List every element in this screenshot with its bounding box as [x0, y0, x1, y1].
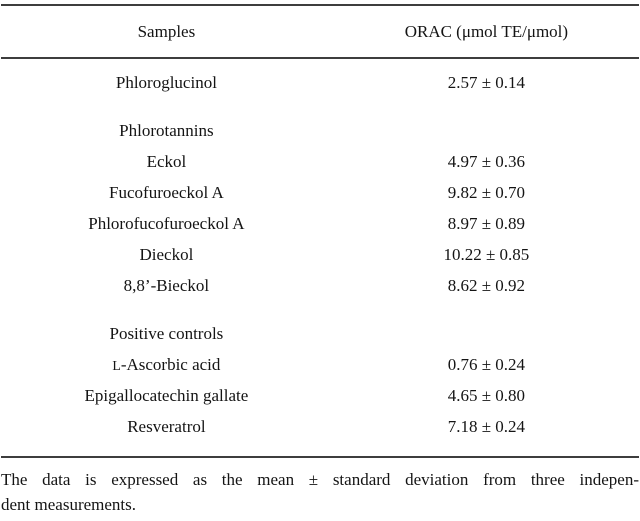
- bottom-rule: [1, 456, 639, 458]
- sample-name: Dieckol: [139, 244, 194, 264]
- table-header-row: Samples ORAC (μmol TE/μmol): [0, 6, 640, 57]
- orac-value: 0.76 ± 0.24: [447, 354, 526, 374]
- footnote-line-2: dent measurements.: [1, 495, 137, 514]
- table-row: L-Ascorbic acid 0.76 ± 0.24: [0, 349, 640, 380]
- table-row: Phlorofucofuroeckol A 8.97 ± 0.89: [0, 208, 640, 239]
- footnote-line-1: The data is expressed as the mean ± stan…: [1, 470, 639, 489]
- orac-value: 7.18 ± 0.24: [447, 416, 526, 436]
- footnote: The data is expressed as the mean ± stan…: [0, 458, 640, 517]
- sample-name: L-Ascorbic acid: [112, 354, 221, 374]
- group-header-row: Positive controls: [0, 318, 640, 349]
- sample-name: Fucofuroeckol A: [109, 182, 224, 202]
- orac-value: 2.57 ± 0.14: [447, 72, 526, 92]
- group-header-row: Phlorotannins: [0, 115, 640, 146]
- table-row: Resveratrol 7.18 ± 0.24: [0, 411, 640, 442]
- table-row: Phloroglucinol 2.57 ± 0.14: [0, 67, 640, 98]
- sample-name: Resveratrol: [127, 416, 206, 436]
- table-row: Dieckol 10.22 ± 0.85: [0, 239, 640, 270]
- group-header-label: Positive controls: [109, 323, 224, 343]
- orac-value: 8.62 ± 0.92: [447, 275, 526, 295]
- sample-name: Phloroglucinol: [115, 72, 217, 92]
- table-row: Epigallocatechin gallate 4.65 ± 0.80: [0, 380, 640, 411]
- column-header-samples: Samples: [137, 21, 196, 41]
- table-row: 8,8’-Bieckol 8.62 ± 0.92: [0, 270, 640, 301]
- orac-value: 10.22 ± 0.85: [443, 244, 530, 264]
- table-row: Fucofuroeckol A 9.82 ± 0.70: [0, 177, 640, 208]
- group-header-label: Phlorotannins: [119, 120, 214, 140]
- orac-value: 8.97 ± 0.89: [447, 213, 526, 233]
- table-row: Eckol 4.97 ± 0.36: [0, 146, 640, 177]
- sample-name: Phlorofucofuroeckol A: [88, 213, 245, 233]
- column-header-orac: ORAC (μmol TE/μmol): [404, 21, 569, 41]
- orac-value: 4.65 ± 0.80: [447, 385, 526, 405]
- sample-name: Epigallocatechin gallate: [84, 385, 249, 405]
- top-rule: [1, 4, 639, 6]
- orac-value: 9.82 ± 0.70: [447, 182, 526, 202]
- sample-name: Eckol: [146, 151, 187, 171]
- orac-value: 4.97 ± 0.36: [447, 151, 526, 171]
- header-rule: [1, 57, 639, 59]
- sample-name: 8,8’-Bieckol: [123, 275, 210, 295]
- table-body: Phloroglucinol 2.57 ± 0.14 Phlorotannins…: [0, 59, 640, 456]
